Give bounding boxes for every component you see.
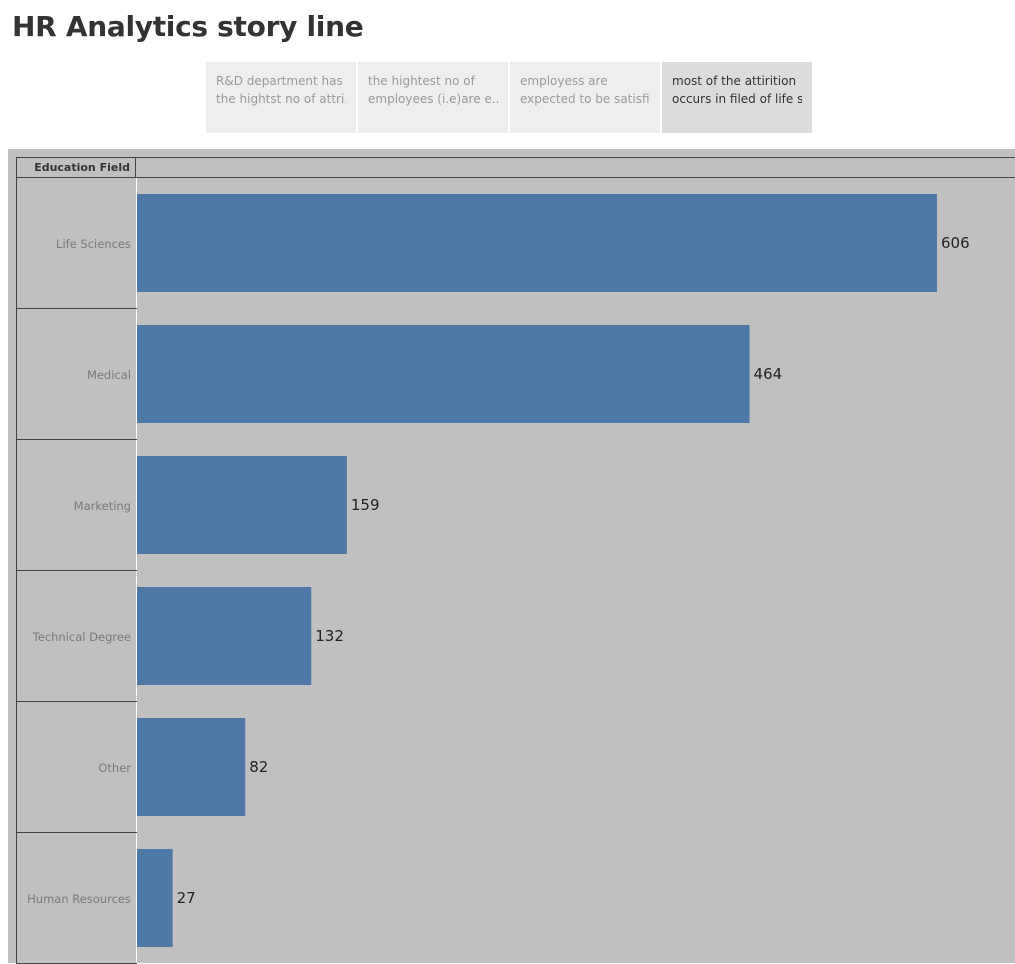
story-point-3-line-2: expected to be satisfi.. [520,92,650,106]
category-label: Marketing [73,498,131,513]
chart-header-row: Education Field [16,157,1015,178]
data-label: 464 [754,365,783,383]
story-navigator: R&D department has the hightst no of att… [206,62,814,133]
story-point-3[interactable]: employess are expected to be satisfi.. [510,62,660,133]
story-point-2-line-2: employees (i.e)are e.. [368,92,498,106]
bar[interactable] [137,718,246,816]
bar[interactable] [137,325,750,423]
story-point-3-line-1: employess are [520,74,608,88]
story-title: HR Analytics story line [12,10,364,43]
story-point-1-line-1: R&D department has [216,74,343,88]
bar[interactable] [137,587,312,685]
data-label: 159 [351,496,380,514]
story-point-4-line-1: most of the attirition [672,74,797,88]
row-frame [16,178,137,309]
story-point-2[interactable]: the hightest no of employees (i.e)are e.… [358,62,508,133]
category-label: Technical Degree [32,629,131,644]
data-label: 27 [177,889,196,907]
row-frame [16,440,137,571]
category-label: Human Resources [27,891,131,906]
data-label: 606 [941,234,970,252]
bar[interactable] [137,194,937,292]
row-frame [16,702,137,833]
row-header-label: Education Field [16,158,136,177]
row-frame [16,571,137,702]
data-label: 132 [315,627,344,645]
category-label: Medical [86,367,131,382]
row-frame [16,309,137,440]
story-point-4-line-2: occurs in filed of life s.. [672,92,802,106]
story-point-2-line-1: the hightest no of [368,74,475,88]
category-label: Life Sciences [56,236,131,251]
story-point-1-line-2: the hightst no of attri.. [216,92,346,106]
category-label: Other [98,760,131,775]
data-label: 82 [249,758,268,776]
story-point-1[interactable]: R&D department has the hightst no of att… [206,62,356,133]
bar[interactable] [137,456,347,554]
bar[interactable] [137,849,173,947]
story-point-4[interactable]: most of the attirition occurs in filed o… [662,62,812,133]
